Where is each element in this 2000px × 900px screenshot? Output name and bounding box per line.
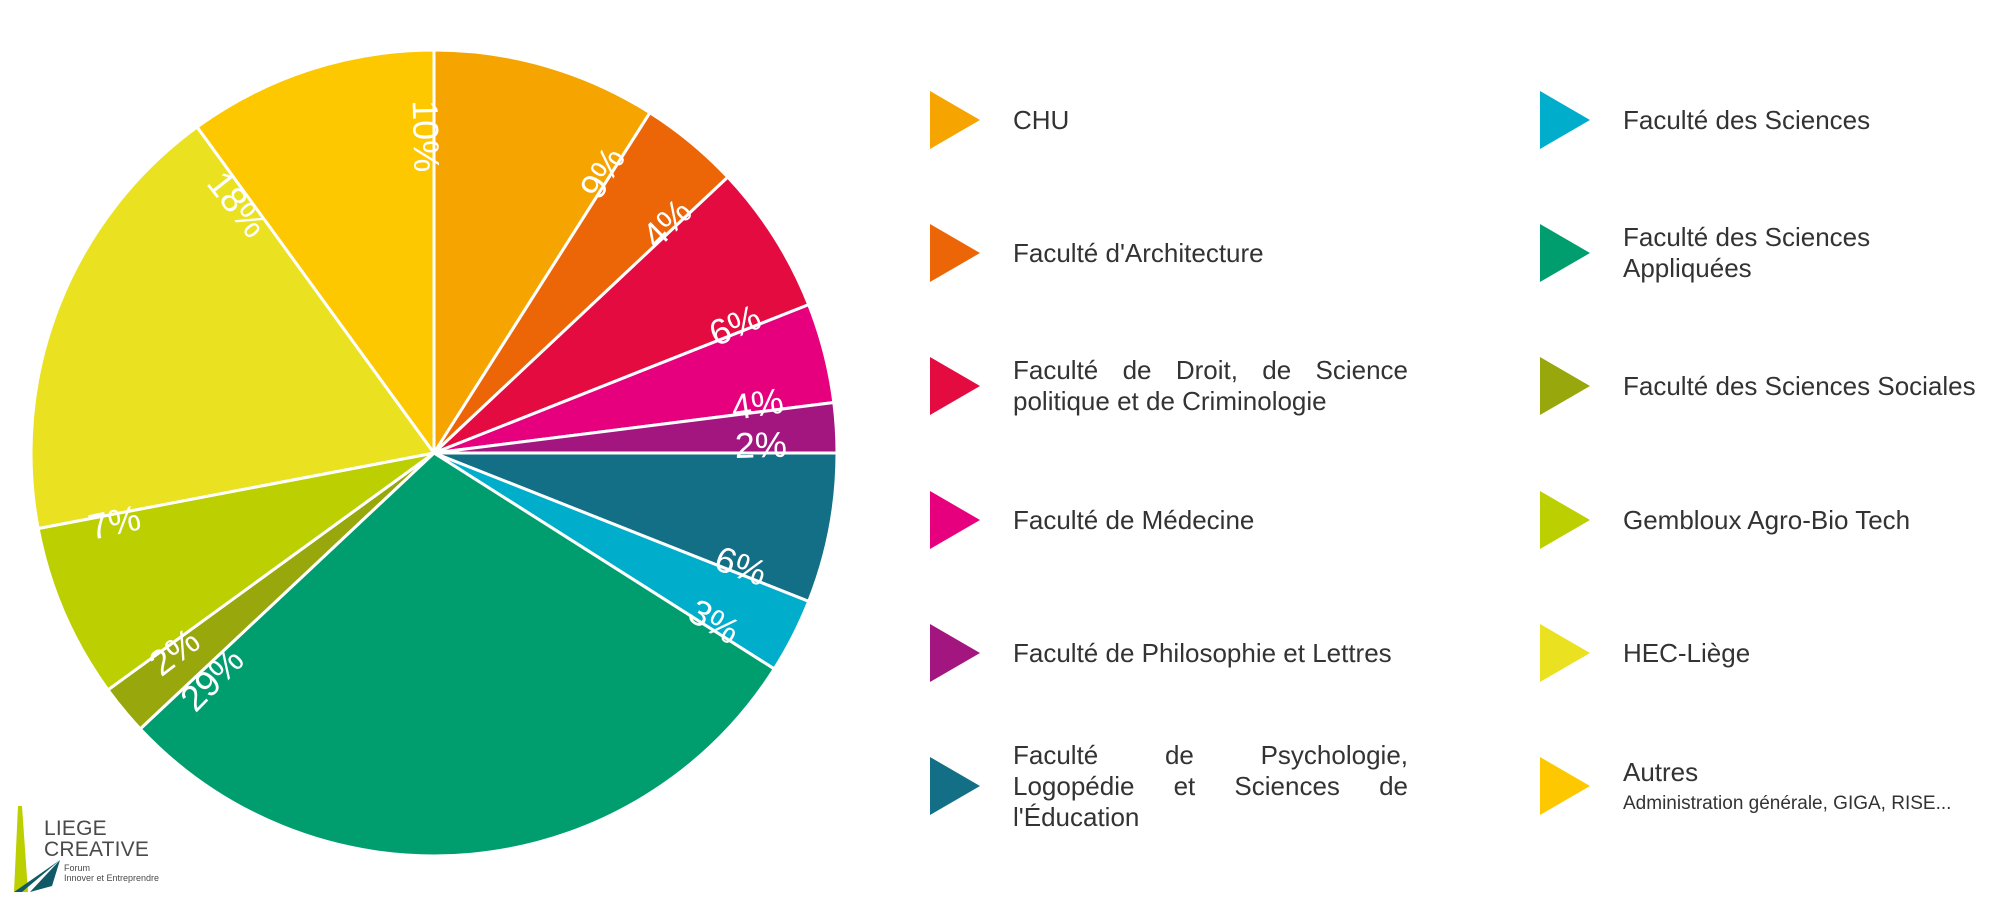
pie-chart: 9%4%6%4%2%6%3%29%2%7%18%10% [29,48,839,858]
legend-triangle-icon [1540,224,1590,282]
legend-item: Faculté de Médecine [928,475,1418,565]
legend-triangle-icon [930,757,980,815]
legend-triangle-icon [930,491,980,549]
legend-label-main: Faculté des Sciences Appliquées [1623,222,1871,283]
legend-label-main: Faculté de Droit, de Science politique e… [1013,355,1408,416]
legend-item: Faculté de Droit, de Science politique e… [928,341,1418,431]
legend-item: Faculté de Psychologie, Logopédie et Sci… [928,740,1418,833]
legend-label-main: HEC-Liège [1623,638,1751,668]
legend-triangle-icon [1540,357,1590,415]
legend-label-main: Faculté de Psychologie, Logopédie et Sci… [1013,740,1408,832]
pie-slice [432,451,839,603]
legend-label-main: CHU [1013,105,1070,135]
logo-mark-icon [14,806,60,892]
pie-slice [138,451,776,858]
legend-triangle-icon [930,624,980,682]
legend-label: Faculté des Sciences Appliquées [1623,222,1998,284]
slice-label: 2% [734,424,787,466]
legend-item: Faculté de Philosophie et Lettres [928,608,1418,698]
legend-item: Faculté des Sciences Sociales [1538,341,1998,431]
pie-slice [36,451,436,692]
legend-item: CHU [928,75,1418,165]
legend-label: Faculté de Psychologie, Logopédie et Sci… [1013,740,1408,833]
legend-sublabel: Administration générale, GIGA, RISE... [1623,793,1952,814]
legend-label: Faculté des Sciences [1623,105,1998,136]
legend-label: Faculté des Sciences Sociales [1623,371,1998,402]
legend-triangle-icon [930,91,980,149]
legend-triangle-icon [930,357,980,415]
legend-label: Faculté de Médecine [1013,505,1408,536]
legend-label: Gembloux Agro-Bio Tech [1623,505,1998,536]
legend-item: Faculté des Sciences Appliquées [1538,208,1998,298]
legend-triangle-icon [1540,624,1590,682]
legend-triangle-icon [1540,491,1590,549]
legend-item: HEC-Liège [1538,608,1998,698]
legend-label-main: Faculté des Sciences [1623,105,1871,135]
legend-label: Faculté de Philosophie et Lettres [1013,638,1408,669]
legend-item: Autres Administration générale, GIGA, RIS… [1538,741,1998,831]
slice-label: 10% [405,100,448,173]
logo-line1: LIEGE [44,817,107,840]
slice-label: 4% [728,380,786,428]
legend-label-main: Faculté de Philosophie et Lettres [1013,638,1392,668]
pie-slice [432,175,811,455]
legend-triangle-icon [1540,91,1590,149]
pie-slice [432,48,652,455]
pie-slice [195,48,436,455]
pie-slice [29,125,436,531]
logo-tagline-1: Forum [64,863,91,873]
legend-item: Faculté d'Architecture [928,208,1418,298]
legend-label-main: Faculté de Médecine [1013,505,1255,535]
legend-label-main: Faculté des Sciences Sociales [1623,371,1976,401]
legend-label: Faculté de Droit, de Science politique e… [1013,355,1408,417]
legend-item: Faculté des Sciences [1538,75,1998,165]
liege-creative-logo: LIEGE CREATIVE Forum Innover et Entrepre… [12,800,172,900]
legend-triangle-icon [930,224,980,282]
legend-label: HEC-Liège [1623,638,1998,669]
legend-label-main: Gembloux Agro-Bio Tech [1623,505,1911,535]
legend-label-main: Faculté d'Architecture [1013,238,1264,268]
legend-label: CHU [1013,105,1408,136]
logo-tagline-2: Innover et Entreprendre [64,873,160,883]
legend-label: Faculté d'Architecture [1013,238,1408,269]
legend-label-main: Autres [1623,757,1699,787]
logo-tagline: Forum Innover et Entreprendre [64,863,159,883]
logo-line2: CREATIVE [44,838,150,861]
legend-triangle-icon [1540,757,1590,815]
legend-item: Gembloux Agro-Bio Tech [1538,475,1998,565]
legend-label: Autres Administration générale, GIGA, RIS… [1623,757,1998,816]
